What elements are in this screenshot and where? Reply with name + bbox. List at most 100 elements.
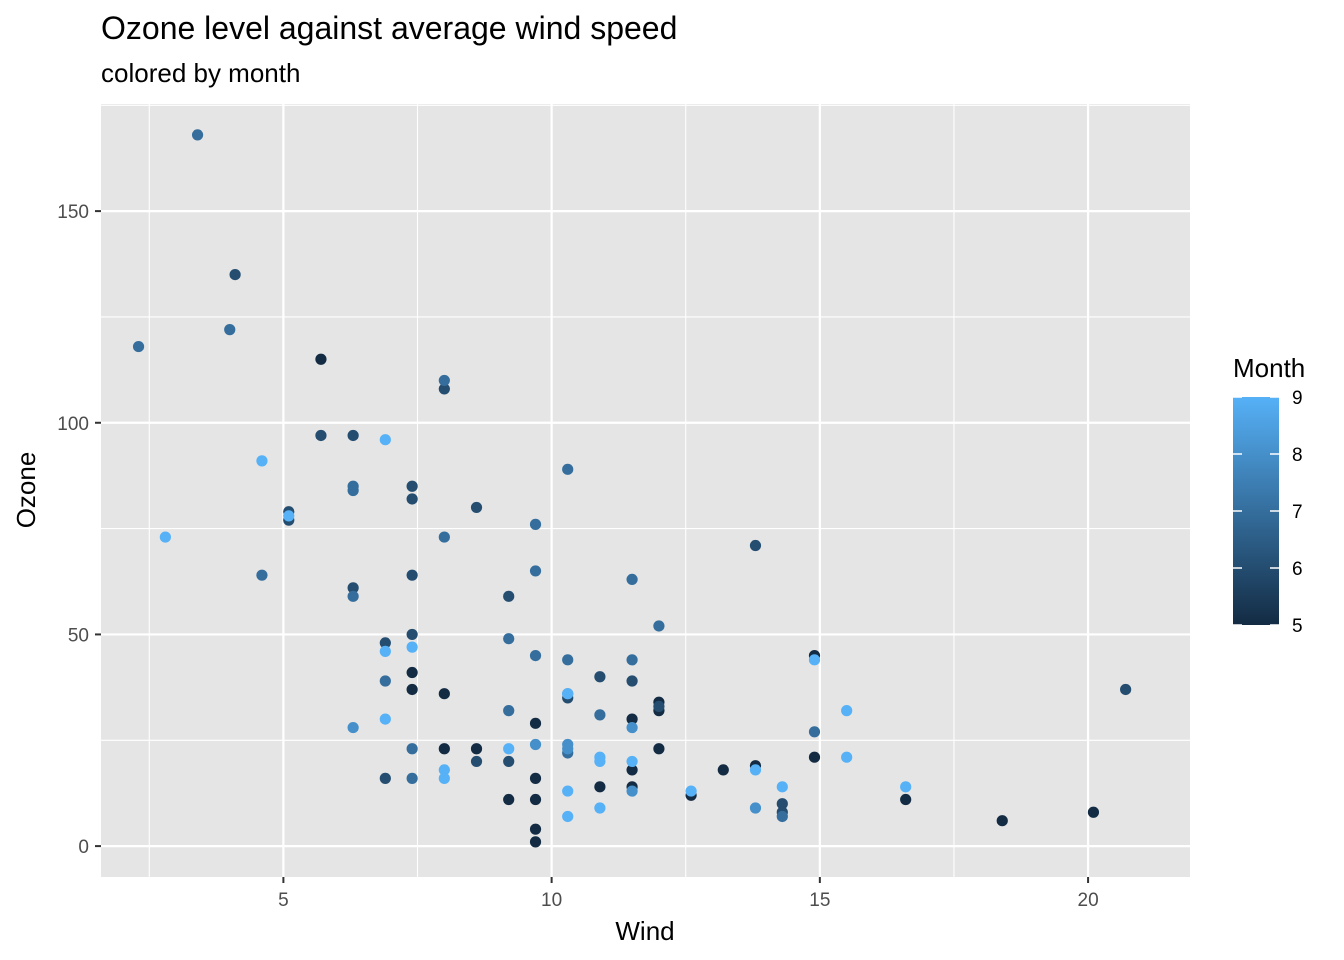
data-point [503, 755, 515, 768]
data-point [470, 501, 483, 514]
data-point [406, 666, 418, 679]
data-point [438, 383, 450, 395]
data-point [379, 675, 391, 687]
data-point [470, 743, 483, 755]
data-point [626, 675, 638, 687]
data-point [347, 721, 359, 734]
data-point [529, 823, 542, 835]
data-point [406, 772, 418, 784]
data-point [626, 785, 638, 797]
data-point [841, 705, 853, 717]
data-point [406, 683, 418, 696]
data-point [594, 709, 606, 721]
data-point [503, 793, 515, 806]
data-point [406, 493, 418, 505]
data-point [594, 755, 606, 768]
x-tick-label: 10 [541, 890, 562, 911]
data-point [626, 713, 638, 725]
data-point [808, 654, 821, 666]
data-point [626, 573, 638, 585]
data-point [562, 743, 574, 755]
data-point [379, 637, 391, 649]
y-tick-label: 150 [57, 202, 89, 223]
data-point [159, 531, 171, 543]
data-point [438, 374, 450, 387]
legend-tick-label: 8 [1292, 445, 1303, 466]
data-point [996, 815, 1008, 827]
data-point [379, 645, 391, 657]
legend-ticks: 5 6 7 8 9 [1233, 388, 1303, 637]
data-point [438, 764, 450, 776]
data-point [438, 743, 450, 755]
legend-tick-label: 6 [1292, 559, 1303, 580]
data-point [470, 755, 483, 768]
data-point [347, 429, 359, 442]
data-point [626, 654, 638, 666]
data-point [749, 802, 762, 814]
data-point [347, 484, 359, 497]
data-point [347, 582, 359, 594]
y-axis-title: Ozone [11, 452, 41, 529]
data-point [347, 590, 359, 602]
data-point [653, 620, 665, 632]
data-point [594, 781, 606, 793]
data-point [808, 726, 821, 738]
data-point [529, 518, 542, 530]
data-point [841, 751, 853, 763]
data-point [1120, 683, 1132, 696]
x-tick-label: 20 [1078, 890, 1099, 911]
data-point [132, 340, 145, 353]
data-point [562, 810, 574, 823]
x-tick-label: 15 [809, 890, 830, 911]
data-point [562, 463, 574, 475]
data-point [900, 781, 912, 793]
data-point [529, 836, 542, 848]
data-point [529, 772, 542, 784]
data-point [653, 743, 665, 755]
data-point [776, 798, 788, 810]
data-point [315, 353, 327, 365]
legend-tick-label: 7 [1292, 502, 1303, 523]
data-point [503, 590, 515, 602]
data-point [406, 480, 418, 492]
plot-panel [101, 104, 1190, 877]
data-points [132, 129, 1132, 848]
data-point [594, 671, 606, 683]
data-point [529, 738, 542, 751]
y-tick-label: 0 [78, 837, 89, 858]
data-point [406, 743, 418, 755]
data-point [438, 531, 450, 543]
data-point [529, 565, 542, 577]
data-point [808, 751, 821, 763]
data-point [594, 802, 606, 814]
y-tick-label: 100 [57, 414, 89, 435]
chart-title: Ozone level against average wind speed [101, 10, 677, 46]
data-point [503, 705, 515, 717]
data-point [626, 721, 638, 734]
data-point [717, 764, 729, 776]
data-point [229, 269, 241, 281]
data-point [315, 429, 327, 442]
data-point [438, 772, 450, 784]
data-point [529, 717, 542, 729]
data-point [749, 764, 762, 776]
data-point [626, 755, 638, 768]
data-point [776, 781, 788, 793]
data-point [749, 539, 762, 552]
legend-tick-label: 9 [1292, 388, 1303, 409]
data-point [562, 654, 574, 666]
x-axis: 5 10 15 20 [278, 877, 1099, 911]
data-point [653, 700, 665, 712]
data-point [685, 785, 697, 797]
data-point [283, 510, 295, 522]
data-point [191, 129, 204, 141]
data-point [900, 793, 912, 806]
data-point [562, 688, 574, 700]
data-point [406, 641, 418, 653]
legend: Month 5 6 7 8 9 [1233, 353, 1305, 637]
data-point [503, 633, 515, 645]
data-point [503, 743, 515, 755]
data-point [256, 569, 268, 581]
x-axis-title: Wind [615, 916, 674, 946]
